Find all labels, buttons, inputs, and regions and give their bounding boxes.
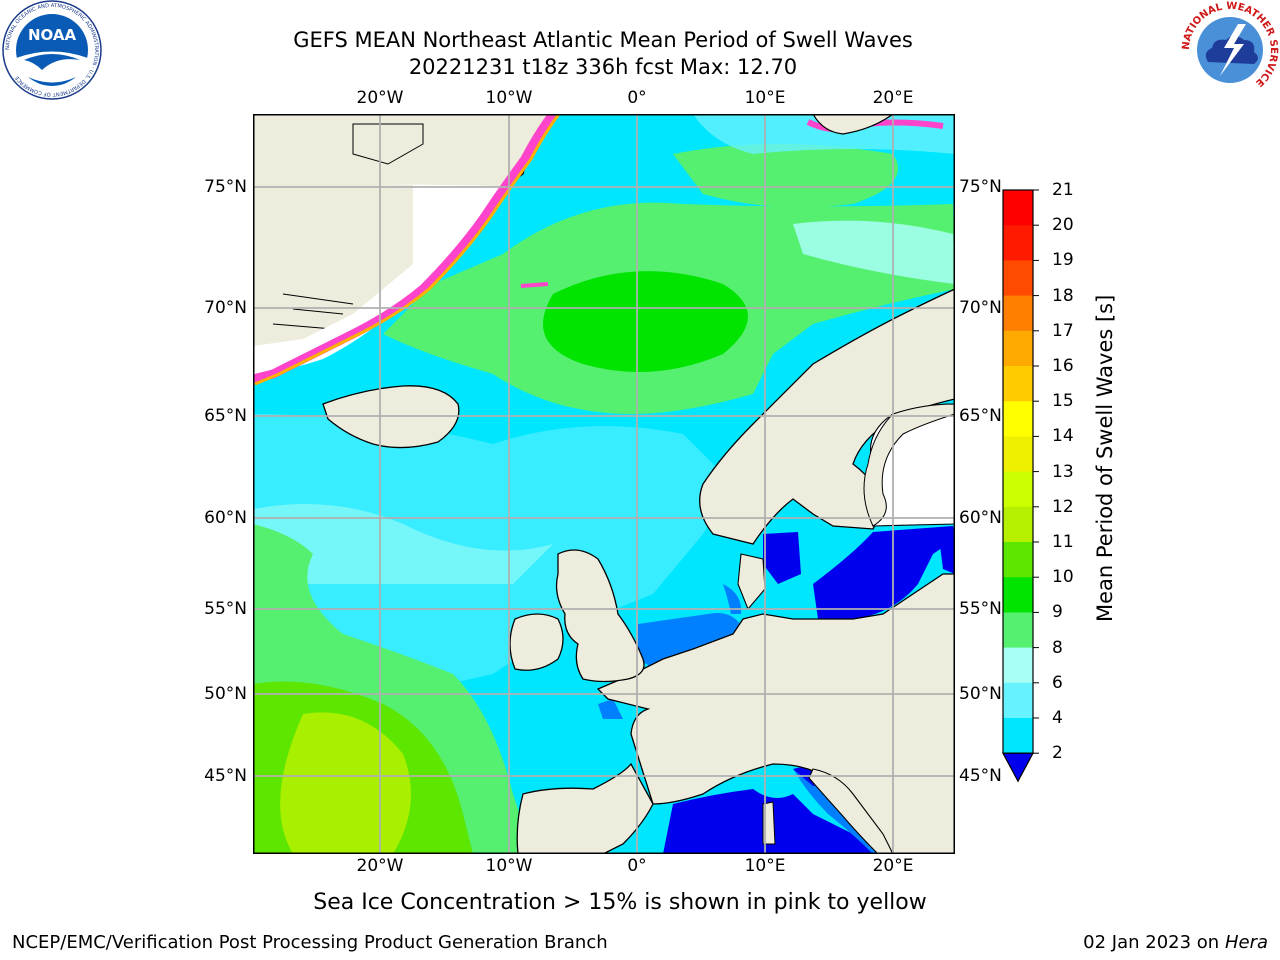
colorbar-swatch [1003,471,1033,508]
sea-ice-edge [251,111,557,384]
lat-label-left: 45°N [204,766,247,786]
sea-ice-note: Sea Ice Concentration > 15% is shown in … [313,890,927,915]
lat-label-left: 75°N [204,177,247,197]
colorbar-tick-label: 18 [1052,285,1074,306]
lat-label-left: 65°N [204,406,247,426]
iberia [516,762,654,855]
footer-credit: NCEP/EMC/Verification Post Processing Pr… [12,932,608,953]
svg-text:NOAA: NOAA [28,26,77,44]
lat-label-right: 75°N [959,177,1002,197]
lat-label-right: 55°N [959,599,1002,619]
lat-label-right: 60°N [959,508,1002,528]
lon-label-top: 20°E [872,88,914,108]
lat-label-left: 55°N [204,599,247,619]
lat-label-left: 50°N [204,684,247,704]
footer-date: 02 Jan 2023 on Hera [1083,932,1268,953]
colorbar-tick-label: 6 [1052,672,1063,693]
colorbar-tick-label: 4 [1052,708,1063,728]
lon-label-top: 10°E [744,88,786,108]
footer-machine: Hera [1224,932,1268,953]
colorbar-tick-label: 19 [1052,250,1074,271]
lon-label-bottom: 20°E [872,856,914,876]
colorbar-tick-label: 14 [1052,426,1074,447]
baltic-sea [813,526,955,619]
lon-label-bottom: 0° [627,856,647,876]
ireland [509,613,564,671]
colorbar-swatch [1003,401,1033,437]
lat-label-left: 60°N [204,508,247,528]
colorbar-swatch [1003,612,1033,649]
colorbar-tick-label: 9 [1052,602,1063,623]
lat-label-right: 65°N [959,406,1002,426]
colorbar-swatch [1003,506,1033,543]
colorbar-tick-label: 8 [1052,637,1063,658]
map-frame [253,114,955,854]
colorbar-swatch [1003,718,1033,754]
colorbar-tick-label: 2 [1052,743,1063,764]
noaa-logo: NOAA NATIONAL OCEANIC AND ATMOSPHERIC AD… [2,0,102,100]
lat-label-right: 45°N [959,766,1002,786]
swell-period-map [251,111,956,855]
colorbar-tick-label: 15 [1052,391,1074,412]
colorbar-tick-label: 16 [1052,356,1074,376]
colorbar-swatch [1003,330,1033,367]
colorbar-swatch [1003,190,1033,226]
colorbar-tick-label: 21 [1052,180,1074,200]
chart-title: GEFS MEAN Northeast Atlantic Mean Period… [293,28,913,52]
colorbar-swatch [1003,225,1033,261]
footer-date-text: 02 Jan 2023 on [1083,932,1225,953]
mediterranean-sea [663,789,893,854]
colorbar-tick-label: 12 [1052,496,1074,517]
lat-label-right: 70°N [959,298,1002,318]
graticule [253,114,955,854]
colorbar-swatch [1003,260,1033,297]
lon-label-bottom: 20°W [356,856,404,876]
colorbar-tick-label: 13 [1052,461,1074,482]
colorbar-swatch [1003,366,1033,402]
map-panel [251,111,956,855]
lon-label-top: 0° [627,88,647,108]
colorbar-title: Mean Period of Swell Waves [s] [1093,294,1117,622]
colorbar-tick-label: 17 [1052,320,1074,341]
colorbar-tick-label: 10 [1052,567,1074,588]
colorbar-swatch [1003,577,1033,613]
colorbar-extend-min [1001,752,1035,783]
colorbar-swatches [1001,189,1039,783]
lon-label-top: 10°W [485,88,533,108]
lat-label-right: 50°N [959,684,1002,704]
nws-logo: NATIONAL WEATHER SERVICE [1180,0,1280,100]
great-britain [555,549,645,683]
colorbar-swatch [1003,436,1033,473]
colorbar-tick-label: 20 [1052,215,1074,236]
lon-label-bottom: 10°E [744,856,786,876]
colorbar-swatch [1003,647,1033,684]
lon-label-top: 20°W [356,88,404,108]
colorbar-swatch [1003,542,1033,578]
colorbar [1000,186,1040,786]
lon-label-bottom: 10°W [485,856,533,876]
colorbar-swatch [1003,682,1033,719]
colorbar-tick-label: 11 [1052,532,1074,552]
colorbar-swatch [1003,295,1033,332]
chart-subtitle: 20221231 t18z 336h fcst Max: 12.70 [408,55,798,79]
lat-label-left: 70°N [204,298,247,318]
